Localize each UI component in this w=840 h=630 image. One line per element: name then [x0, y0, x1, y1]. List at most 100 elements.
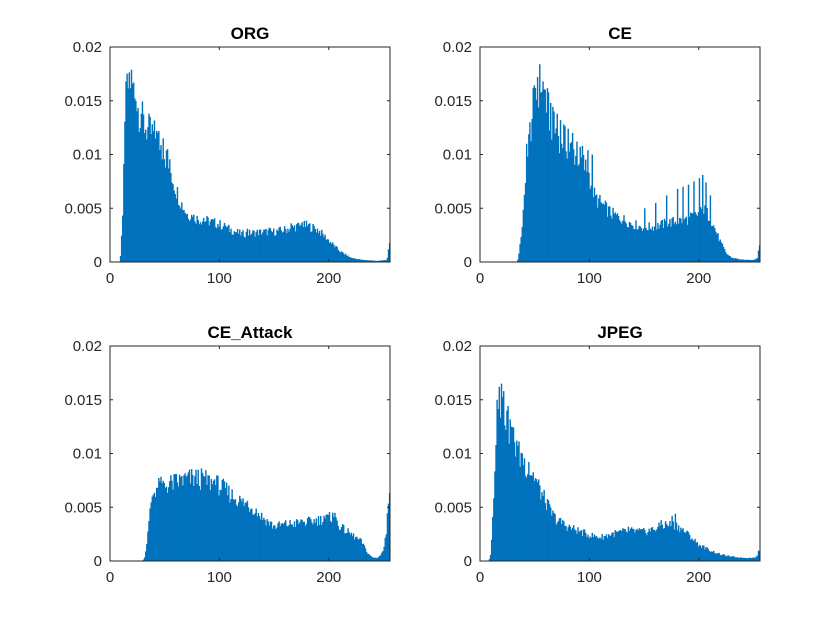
histogram-bar — [239, 229, 241, 262]
histogram-bar — [662, 227, 665, 262]
histogram-bar — [155, 487, 158, 561]
histogram-bar — [560, 524, 563, 561]
y-tick-label: 0.015 — [434, 93, 472, 110]
histogram-bar — [145, 551, 147, 561]
histogram-bar — [592, 197, 595, 262]
histogram-bar — [531, 475, 533, 561]
histogram-bar — [149, 508, 151, 561]
histogram-bar — [553, 111, 555, 262]
histogram-bar — [622, 528, 624, 561]
histogram-bar — [627, 526, 630, 561]
histogram-bar — [745, 259, 748, 262]
histogram-bar — [628, 530, 631, 561]
histogram-bar — [244, 502, 246, 561]
histogram-bar — [335, 245, 337, 262]
histogram-bar — [170, 173, 172, 262]
histogram-bar — [555, 128, 557, 262]
histogram-bar — [288, 525, 290, 561]
histogram-bar — [377, 260, 380, 262]
histogram-bar — [731, 556, 733, 561]
histogram-bar — [633, 229, 635, 262]
histogram-bar — [714, 553, 716, 561]
histogram-bar — [370, 260, 372, 262]
histogram-bar — [572, 525, 575, 561]
histogram-bar — [303, 521, 306, 561]
histogram-bar — [691, 213, 693, 262]
histogram-bar — [506, 410, 508, 561]
histogram-bar — [138, 132, 140, 262]
histogram-bar — [254, 236, 256, 262]
histogram-bar — [576, 533, 578, 561]
histogram-bar — [622, 220, 624, 262]
histogram-bar — [132, 82, 135, 262]
histogram-bar — [268, 227, 271, 262]
histogram-bar — [696, 215, 698, 262]
histogram-bar — [556, 113, 558, 263]
histogram-bar — [130, 69, 133, 262]
histogram-bar — [204, 476, 206, 561]
histogram-bar — [292, 227, 295, 262]
histogram-bar — [595, 536, 598, 561]
histogram-bar — [351, 258, 354, 262]
histogram-bar — [215, 227, 217, 262]
histogram-bar — [592, 537, 595, 561]
histogram-bar — [522, 464, 525, 561]
histogram-bar — [312, 223, 314, 262]
histogram-bar — [174, 194, 176, 262]
histogram-bar — [141, 101, 144, 262]
histogram-bar — [222, 478, 225, 561]
histogram-bar — [574, 164, 576, 262]
histogram-bar — [659, 224, 661, 262]
histogram-bar — [557, 520, 560, 561]
histogram-bar — [205, 221, 207, 262]
histogram-bar — [385, 260, 388, 262]
histogram-bar — [134, 98, 136, 262]
histogram-bar — [288, 231, 290, 262]
histogram-bar — [679, 532, 681, 561]
histogram-bar — [627, 227, 630, 262]
histogram-bar — [202, 476, 205, 561]
histogram-bar — [667, 525, 669, 561]
histogram-bar — [594, 536, 597, 561]
histogram-bar — [725, 252, 727, 262]
histogram-bar — [183, 209, 185, 262]
histogram-bar — [200, 224, 203, 262]
histogram-bar — [353, 539, 356, 561]
histogram-bar — [611, 533, 613, 561]
histogram-bar — [648, 528, 650, 561]
histogram-bar — [610, 535, 612, 561]
histogram-bar — [556, 522, 558, 561]
histogram-bar — [334, 247, 336, 262]
histogram-bar — [336, 246, 338, 262]
histogram-bar — [541, 492, 543, 561]
histogram-bar — [365, 260, 368, 262]
histogram-bar — [527, 474, 529, 561]
histogram-bar — [576, 141, 578, 262]
histogram-bar — [614, 530, 616, 561]
histogram-bar — [157, 487, 159, 561]
histogram-bar — [129, 88, 132, 262]
histogram-bar — [544, 90, 546, 262]
histogram-bar — [684, 218, 686, 262]
histogram-bar — [150, 502, 152, 561]
histogram-bar — [702, 174, 704, 262]
histogram-bar — [232, 499, 234, 561]
histogram-bar — [739, 259, 741, 262]
histogram-bar — [669, 521, 671, 561]
histogram-bar — [297, 222, 299, 262]
histogram-bar — [311, 522, 313, 561]
histogram-bar — [255, 232, 257, 262]
histogram-bar — [147, 127, 149, 263]
histogram-bar — [700, 208, 703, 262]
histogram-bar — [613, 213, 615, 262]
histogram-bar — [742, 259, 744, 262]
histogram-bar — [541, 91, 543, 263]
histogram-bar — [143, 557, 146, 561]
histogram-bar — [245, 231, 248, 262]
histogram-bar — [598, 198, 600, 262]
x-tick-label: 200 — [316, 569, 341, 586]
histogram-bar — [377, 556, 380, 561]
histogram-bar — [387, 249, 390, 262]
histogram-bar — [229, 502, 231, 561]
histogram-bar — [700, 548, 703, 561]
